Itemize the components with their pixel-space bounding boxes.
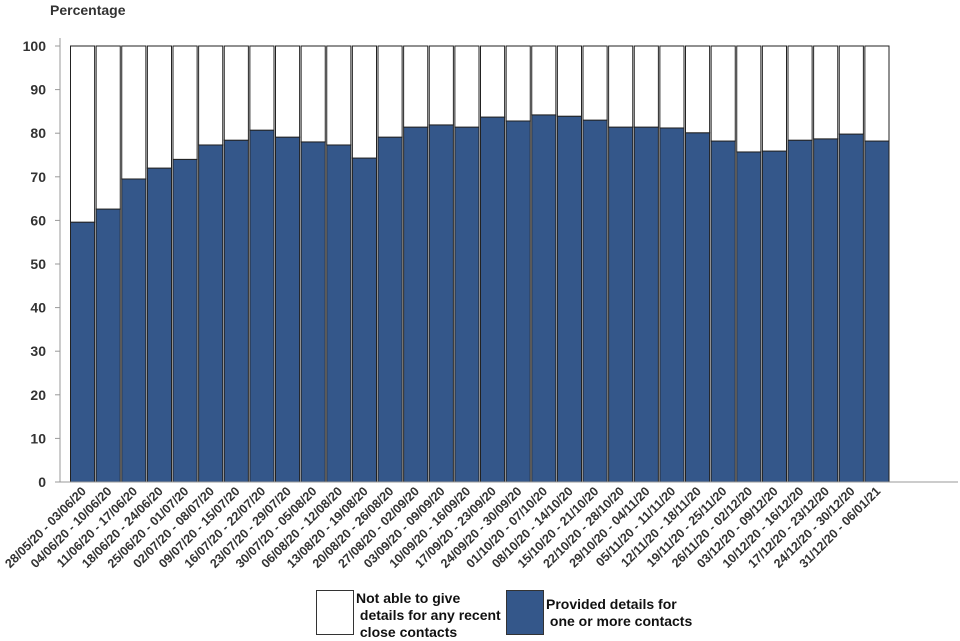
bar-provided — [351, 157, 377, 483]
bar-provided — [326, 144, 352, 483]
y-tick-label: 0 — [38, 474, 46, 490]
y-tick-label: 30 — [30, 343, 46, 359]
bar-provided — [480, 116, 506, 483]
bar-provided — [659, 127, 685, 483]
bar-provided — [300, 141, 326, 483]
bar-not-able — [300, 45, 326, 143]
bar-provided — [146, 167, 172, 483]
bar-not-able — [403, 45, 429, 128]
legend-label-provided: Provided details for one or more contact… — [546, 596, 693, 629]
y-tick-label: 40 — [30, 300, 46, 316]
bar-not-able — [608, 45, 634, 128]
bar-not-able — [787, 45, 813, 141]
bar-not-able — [377, 45, 403, 138]
bar-not-able — [249, 45, 275, 131]
bar-provided — [223, 139, 249, 483]
bar-not-able — [326, 45, 352, 146]
bar-provided — [505, 120, 531, 483]
bar-provided — [95, 208, 121, 483]
legend-swatch-provided — [506, 590, 544, 635]
bar-not-able — [505, 45, 531, 122]
bar-provided — [428, 124, 454, 483]
bar-not-able — [685, 45, 711, 134]
bar-provided — [249, 129, 275, 483]
bar-not-able — [70, 45, 96, 223]
bar-not-able — [582, 45, 608, 121]
bar-not-able — [223, 45, 249, 141]
y-tick-label: 20 — [30, 387, 46, 403]
bar-provided — [275, 136, 301, 483]
bar-provided — [582, 119, 608, 483]
bar-not-able — [428, 45, 454, 126]
legend-swatch-not-able — [316, 590, 354, 635]
y-tick-label: 10 — [30, 430, 46, 446]
bar-provided — [377, 136, 403, 483]
bar-not-able — [659, 45, 685, 129]
bar-provided — [70, 221, 96, 483]
bar-provided — [121, 178, 147, 483]
bar-not-able — [172, 45, 198, 160]
bar-provided — [813, 138, 839, 483]
bar-provided — [608, 126, 634, 483]
bar-not-able — [838, 45, 864, 135]
bar-not-able — [275, 45, 301, 138]
bar-provided — [710, 140, 736, 483]
y-axis-label: Percentage — [50, 2, 126, 18]
y-tick-label: 100 — [23, 38, 47, 54]
bar-provided — [531, 114, 557, 483]
bar-not-able — [95, 45, 121, 210]
bar-not-able — [351, 45, 377, 159]
y-tick-label: 70 — [30, 169, 46, 185]
bar-provided — [172, 158, 198, 483]
y-tick-label: 80 — [30, 125, 46, 141]
bar-not-able — [633, 45, 659, 128]
bar-provided — [761, 150, 787, 483]
bar-not-able — [736, 45, 762, 153]
legend-label-not-able: Not able to give details for any recent … — [356, 590, 501, 640]
bar-provided — [838, 133, 864, 483]
y-tick-label: 50 — [30, 256, 46, 272]
bar-not-able — [531, 45, 557, 116]
bar-not-able — [480, 45, 506, 118]
bar-not-able — [146, 45, 172, 169]
bar-not-able — [121, 45, 147, 180]
bar-provided — [403, 126, 429, 483]
bar-not-able — [710, 45, 736, 142]
bar-provided — [556, 115, 582, 483]
bar-provided — [454, 126, 480, 483]
bar-provided — [685, 132, 711, 483]
bar-provided — [787, 139, 813, 483]
bar-provided — [864, 140, 890, 483]
bar-not-able — [556, 45, 582, 117]
bar-provided — [633, 126, 659, 483]
bar-not-able — [454, 45, 480, 128]
bar-not-able — [198, 45, 224, 146]
y-tick-label: 60 — [30, 212, 46, 228]
bar-not-able — [864, 45, 890, 142]
bar-not-able — [813, 45, 839, 140]
bar-not-able — [761, 45, 787, 152]
bar-provided — [198, 144, 224, 483]
y-tick-label: 90 — [30, 82, 46, 98]
bar-provided — [736, 151, 762, 483]
